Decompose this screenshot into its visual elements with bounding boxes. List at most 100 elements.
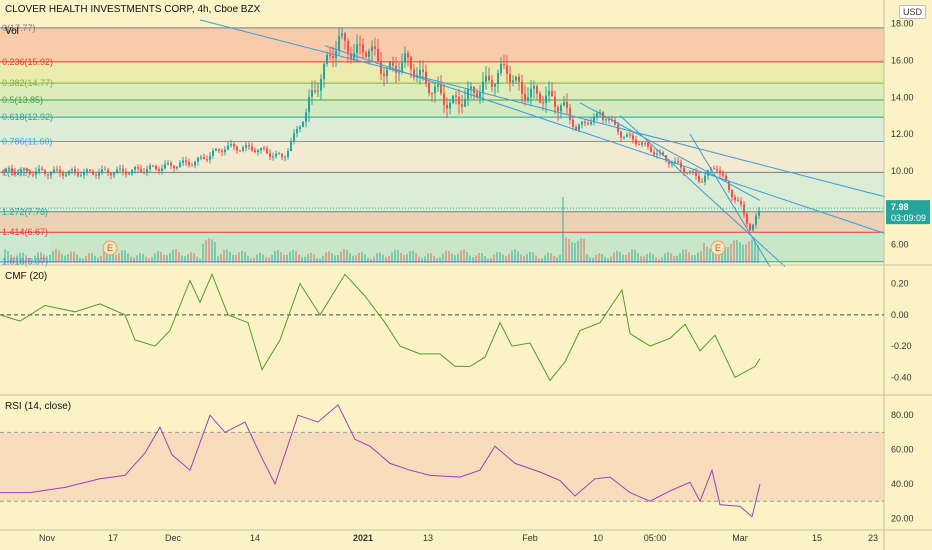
- price-tick-label: 10.00: [891, 166, 914, 176]
- volume-bar: [406, 254, 408, 263]
- candle-body: [299, 126, 301, 130]
- volume-label: Vol: [5, 26, 19, 37]
- candle-body: [302, 121, 304, 127]
- candle-body: [683, 167, 685, 173]
- volume-bar: [727, 247, 729, 263]
- candle-body: [581, 121, 583, 125]
- price-badge-countdown: 03:09:09: [891, 213, 926, 223]
- candle-body: [248, 144, 250, 147]
- volume-bar: [256, 254, 258, 263]
- volume-bar: [487, 258, 489, 263]
- volume-bar: [154, 253, 156, 263]
- volume-bar: [421, 258, 423, 263]
- volume-bar: [328, 251, 330, 263]
- price-tick-label: 16.00: [891, 55, 914, 65]
- candle-body: [635, 139, 637, 145]
- volume-bar: [601, 254, 603, 263]
- candle-body: [194, 161, 196, 166]
- candle-body: [119, 168, 121, 170]
- time-tick-label: 15: [812, 533, 822, 543]
- candle-body: [380, 61, 382, 74]
- volume-bar: [436, 258, 438, 263]
- price-tick-label: 18.00: [891, 19, 914, 29]
- volume-bar: [4, 249, 6, 263]
- candle-body: [620, 131, 622, 138]
- candle-body: [326, 54, 328, 64]
- candle-body: [206, 159, 208, 161]
- candle-body: [557, 107, 559, 112]
- trend-line: [324, 45, 886, 235]
- candle-body: [134, 167, 136, 170]
- candle-body: [152, 165, 154, 167]
- volume-bar: [517, 251, 519, 263]
- candle-body: [740, 201, 742, 205]
- candle-body: [257, 150, 259, 153]
- candle-body: [5, 168, 7, 172]
- volume-bar: [190, 252, 192, 263]
- volume-bar: [514, 249, 516, 263]
- price-tick-label: 6.00: [891, 240, 909, 250]
- volume-bar: [553, 256, 555, 263]
- volume-bar: [88, 253, 90, 263]
- volume-bar: [25, 255, 27, 263]
- candle-body: [350, 53, 352, 59]
- candle-body: [653, 152, 655, 155]
- candle-body: [86, 169, 88, 172]
- candle-body: [35, 171, 37, 175]
- volume-bar: [385, 256, 387, 263]
- currency-button[interactable]: USD: [899, 5, 927, 19]
- volume-bar: [520, 254, 522, 263]
- volume-bar: [85, 255, 87, 263]
- candle-body: [593, 116, 595, 122]
- volume-bar: [595, 255, 597, 263]
- candle-body: [149, 165, 151, 169]
- volume-bar: [712, 247, 714, 263]
- candle-body: [272, 156, 274, 158]
- candle-body: [752, 224, 754, 231]
- volume-bar: [382, 254, 384, 263]
- volume-bar: [739, 242, 741, 263]
- candle-body: [533, 86, 535, 89]
- candle-body: [293, 133, 295, 142]
- rsi-title: RSI (14, close): [5, 401, 71, 412]
- candle-body: [575, 127, 577, 131]
- volume-bar: [409, 251, 411, 263]
- candle-body: [329, 54, 331, 56]
- candle-body: [125, 171, 127, 175]
- candle-body: [371, 46, 373, 51]
- volume-bar: [472, 257, 474, 263]
- volume-bar: [424, 256, 426, 263]
- volume-bar: [172, 249, 174, 263]
- candle-body: [233, 144, 235, 147]
- candle-body: [71, 169, 73, 171]
- candle-body: [662, 152, 664, 156]
- volume-bar: [247, 255, 249, 263]
- volume-bar: [613, 252, 615, 263]
- candle-body: [62, 173, 64, 176]
- volume-bar: [346, 250, 348, 263]
- candle-body: [77, 172, 79, 176]
- candle-body: [461, 104, 463, 107]
- candle-body: [41, 168, 43, 171]
- volume-bar: [571, 242, 573, 263]
- volume-bar: [433, 255, 435, 263]
- volume-bar: [541, 258, 543, 263]
- candle-body: [95, 174, 97, 176]
- candle-body: [725, 175, 727, 182]
- candle-body: [224, 149, 226, 153]
- candle-body: [701, 181, 703, 183]
- candle-body: [158, 169, 160, 171]
- volume-bar: [376, 253, 378, 263]
- volume-bar: [706, 246, 708, 263]
- candle-body: [569, 107, 571, 121]
- volume-bar: [340, 251, 342, 263]
- candle-body: [452, 95, 454, 103]
- candle-body: [509, 74, 511, 83]
- candle-body: [614, 120, 616, 125]
- volume-bar: [661, 257, 663, 263]
- volume-bar: [118, 253, 120, 263]
- candle-body: [191, 165, 193, 167]
- volume-bar: [628, 252, 630, 263]
- candle-body: [251, 146, 253, 151]
